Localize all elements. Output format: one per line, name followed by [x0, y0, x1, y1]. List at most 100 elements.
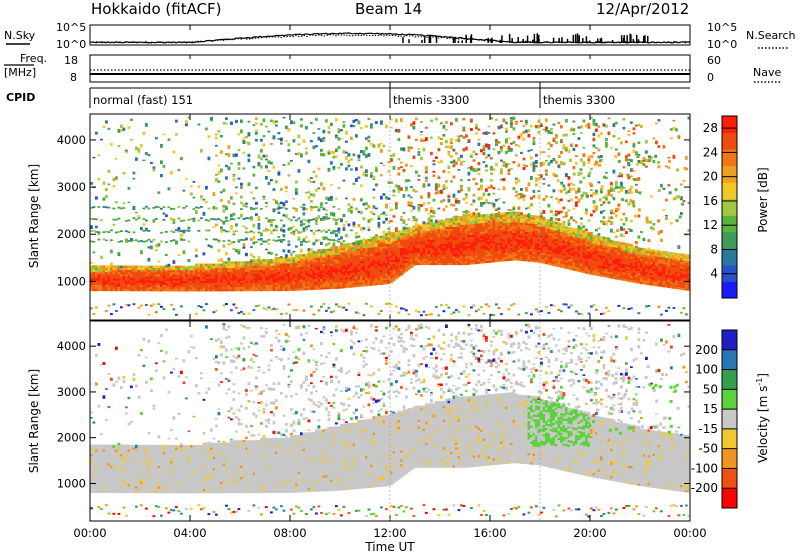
power-cell — [320, 266, 323, 269]
power-cell — [512, 219, 516, 223]
power-cell — [200, 280, 203, 283]
power-cell — [270, 119, 273, 123]
power-cell — [345, 243, 348, 246]
power-cell — [417, 260, 421, 263]
power-cell — [465, 254, 468, 257]
power-cell — [452, 230, 456, 234]
power-cell — [505, 248, 508, 251]
power-cell — [195, 274, 198, 277]
power-cell — [492, 260, 496, 263]
power-cell — [397, 272, 401, 276]
power-cell — [252, 235, 256, 240]
power-cell — [512, 239, 516, 242]
power-cell — [512, 256, 516, 259]
power-cell — [410, 244, 413, 247]
power-cell — [552, 255, 556, 258]
power-cell — [430, 215, 433, 218]
power-cell — [542, 229, 546, 232]
power-cell — [530, 234, 533, 237]
power-cell — [467, 251, 471, 255]
power-cell — [470, 128, 473, 131]
power-cell — [312, 231, 316, 236]
power-cell — [520, 237, 523, 240]
power-cell — [427, 183, 431, 187]
power-cell — [385, 265, 388, 268]
power-cell — [500, 227, 503, 230]
power-cell — [310, 277, 313, 280]
power-cell — [452, 239, 456, 242]
power-cell — [447, 220, 451, 223]
power-cell — [292, 308, 296, 311]
power-cell — [322, 287, 326, 290]
power-cell — [120, 274, 123, 277]
power-cell — [420, 243, 423, 246]
power-cell — [507, 235, 511, 238]
power-cell — [290, 265, 293, 268]
power-cell — [250, 280, 253, 283]
power-cell — [202, 265, 206, 269]
power-cell — [170, 217, 173, 221]
power-cell — [420, 133, 423, 136]
power-cell — [370, 236, 373, 240]
power-cell — [340, 218, 343, 222]
power-cell — [525, 225, 528, 228]
power-cell — [242, 265, 246, 268]
power-cell — [480, 220, 483, 224]
power-cell — [395, 227, 398, 230]
power-cell — [455, 161, 458, 165]
power-cell — [397, 190, 401, 194]
power-cell — [185, 274, 188, 277]
power-cell — [422, 262, 426, 266]
power-cell — [527, 255, 531, 258]
power-cell — [390, 248, 393, 252]
power-cell — [212, 192, 216, 196]
power-cell — [155, 274, 158, 277]
power-cell — [317, 270, 321, 273]
power-cell — [192, 181, 196, 183]
power-cell — [420, 254, 423, 257]
power-cell — [532, 137, 536, 139]
power-cell — [397, 266, 401, 269]
power-cell — [392, 268, 396, 271]
power-cell — [182, 276, 186, 279]
power-cell — [455, 218, 458, 221]
power-cell — [522, 194, 526, 198]
power-cell — [192, 270, 196, 273]
power-cell — [187, 229, 191, 232]
power-cell — [412, 257, 416, 260]
power-cell — [540, 233, 543, 236]
power-cell — [292, 198, 296, 200]
power-cell — [467, 260, 471, 263]
power-cell — [330, 196, 333, 200]
power-cell — [257, 269, 261, 273]
power-cell — [262, 280, 266, 283]
power-cell — [522, 227, 526, 230]
power-cell — [550, 241, 553, 245]
power-cell — [327, 257, 331, 260]
power-cell — [312, 276, 316, 280]
power-cell — [130, 269, 133, 273]
power-cell — [402, 147, 406, 152]
power-cell — [362, 267, 366, 270]
beam-title: Beam 14 — [355, 0, 422, 18]
power-cell — [215, 267, 218, 271]
power-cell — [547, 141, 551, 145]
power-cell — [380, 267, 383, 270]
power-cell — [280, 261, 283, 264]
power-cell — [202, 284, 206, 288]
power-cell — [267, 286, 271, 289]
power-cell — [322, 248, 326, 252]
power-cell — [315, 188, 318, 192]
power-cell — [525, 214, 528, 217]
power-cell — [150, 288, 153, 292]
power-cell — [477, 142, 481, 146]
power-cell — [337, 166, 341, 169]
power-cell — [142, 223, 146, 226]
power-cell — [402, 235, 406, 238]
power-cell — [227, 230, 231, 233]
power-cell — [367, 226, 371, 229]
power-cell — [145, 267, 148, 271]
power-cell — [432, 258, 436, 261]
power-cell — [547, 226, 551, 229]
power-cell — [472, 236, 476, 239]
